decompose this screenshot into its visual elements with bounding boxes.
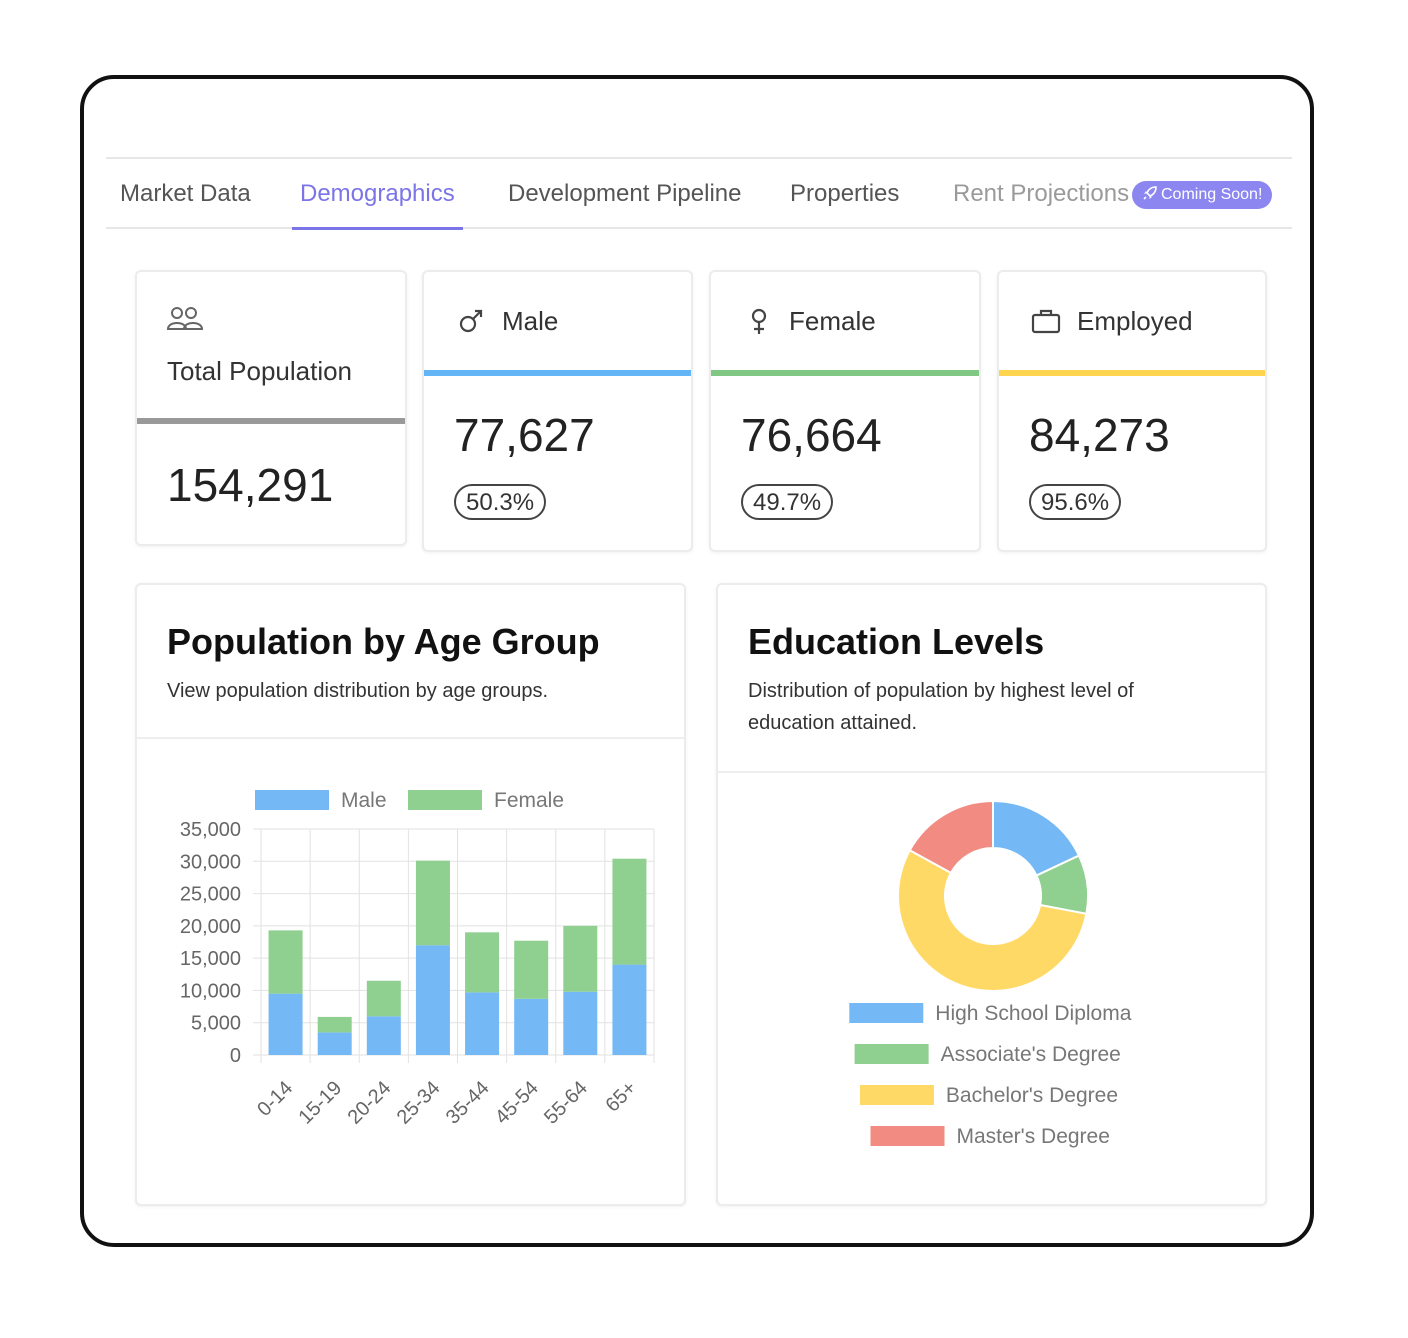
donut-slice-bachelor-s-degree[interactable] xyxy=(897,848,1088,992)
bar-male-65+[interactable] xyxy=(612,964,647,1055)
stat-card-male: Male 77,627 50.3% xyxy=(422,270,693,552)
legend-swatch-male[interactable] xyxy=(255,790,329,810)
legend-label: Bachelor's Degree xyxy=(946,1084,1118,1107)
bar-male-0-14[interactable] xyxy=(268,993,303,1055)
legend-swatch-bachelor-s-degree[interactable] xyxy=(859,1085,934,1105)
briefcase-icon xyxy=(1031,309,1061,334)
rocket-icon xyxy=(1143,186,1157,200)
y-tick-label: 30,000 xyxy=(180,851,241,873)
y-tick-label: 25,000 xyxy=(180,884,241,906)
female-symbol-icon xyxy=(751,308,767,334)
total-population-value: 154,291 xyxy=(167,459,334,511)
x-tick-label: 35-44 xyxy=(442,1077,494,1129)
total-population-label: Total Population xyxy=(167,356,353,386)
bar-female-55-64[interactable] xyxy=(563,925,598,992)
stat-card-female: Female 76,664 49.7% xyxy=(709,270,981,552)
y-tick-label: 20,000 xyxy=(180,916,241,938)
bar-female-20-24[interactable] xyxy=(366,980,401,1017)
tab-rent-projections[interactable]: Rent Projections xyxy=(953,180,1130,207)
age-group-panel: Population by Age Group View population … xyxy=(135,583,686,1206)
bar-male-15-19[interactable] xyxy=(317,1032,352,1055)
education-donut-chart: High School Diploma Associate's Degree Bac… xyxy=(849,799,1132,1148)
education-divider xyxy=(718,771,1265,773)
coming-soon-badge: Coming Soon! xyxy=(1132,181,1273,209)
legend-label: Master's Degree xyxy=(957,1125,1110,1148)
legend-swatch-high-school-diploma[interactable] xyxy=(849,1003,924,1023)
legend-label-male: Male xyxy=(341,789,387,812)
legend-label-female: Female xyxy=(494,789,564,812)
x-tick-label: 65+ xyxy=(601,1077,641,1117)
tab-bar: Market Data Demographics Development Pip… xyxy=(106,157,1292,230)
bar-male-45-54[interactable] xyxy=(514,998,549,1055)
donut-slice-master-s-degree[interactable] xyxy=(908,799,994,875)
bar-female-45-54[interactable] xyxy=(514,940,549,999)
stat-card-employed: Employed 84,273 95.6% xyxy=(997,270,1267,552)
age-group-bar-chart: Male Female 35,000 30,000 25,000 20,000 15,000… xyxy=(180,789,655,1129)
employed-accent-bar xyxy=(999,370,1265,376)
bar-male-20-24[interactable] xyxy=(366,1016,401,1055)
tab-market-data[interactable]: Market Data xyxy=(120,180,251,207)
bar-male-55-64[interactable] xyxy=(563,991,598,1055)
female-accent-bar xyxy=(711,370,979,376)
age-group-divider xyxy=(137,737,684,739)
age-group-title: Population by Age Group xyxy=(167,621,600,662)
tab-demographics[interactable]: Demographics xyxy=(292,159,463,230)
x-tick-label: 20-24 xyxy=(344,1077,396,1129)
male-label: Male xyxy=(502,306,559,336)
x-tick-label: 25-34 xyxy=(393,1077,445,1129)
age-group-subtitle: View population distribution by age grou… xyxy=(167,680,548,702)
total-population-accent-bar xyxy=(137,418,405,424)
bar-male-25-34[interactable] xyxy=(415,945,450,1055)
education-title: Education Levels xyxy=(748,621,1045,662)
tab-development-pipeline[interactable]: Development Pipeline xyxy=(508,180,742,207)
stat-card-total-population: Total Population 154,291 xyxy=(135,270,407,546)
coming-soon-label: Coming Soon! xyxy=(1161,186,1263,203)
employed-value: 84,273 xyxy=(1029,409,1170,461)
male-value: 77,627 xyxy=(454,409,595,461)
x-tick-label: 55-64 xyxy=(540,1077,592,1129)
bar-female-0-14[interactable] xyxy=(268,930,303,994)
female-percent-badge: 49.7% xyxy=(741,484,834,520)
female-value: 76,664 xyxy=(741,409,882,461)
male-percent-badge: 50.3% xyxy=(454,484,547,520)
bar-male-35-44[interactable] xyxy=(465,992,500,1055)
bar-female-35-44[interactable] xyxy=(465,932,500,993)
legend-swatch-female[interactable] xyxy=(408,790,482,810)
legend-swatch-master-s-degree[interactable] xyxy=(870,1126,945,1146)
tab-properties[interactable]: Properties xyxy=(790,180,900,207)
bar-female-65+[interactable] xyxy=(612,858,647,965)
x-tick-label: 45-54 xyxy=(491,1077,543,1129)
legend-label: Associate's Degree xyxy=(941,1043,1121,1066)
bar-female-25-34[interactable] xyxy=(415,860,450,946)
female-label: Female xyxy=(789,306,876,336)
people-icon xyxy=(167,307,203,330)
x-tick-label: 15-19 xyxy=(294,1077,346,1129)
legend-label: High School Diploma xyxy=(935,1002,1131,1025)
employed-percent-badge: 95.6% xyxy=(1029,484,1122,520)
y-tick-label: 15,000 xyxy=(180,948,241,970)
y-tick-label: 10,000 xyxy=(180,980,241,1002)
bar-female-15-19[interactable] xyxy=(317,1016,352,1033)
education-subtitle: Distribution of population by highest le… xyxy=(748,680,1134,734)
y-tick-label: 0 xyxy=(230,1045,241,1067)
x-tick-label: 0-14 xyxy=(253,1077,297,1121)
employed-label: Employed xyxy=(1077,306,1193,336)
y-tick-label: 5,000 xyxy=(191,1013,241,1035)
y-tick-label: 35,000 xyxy=(180,819,241,841)
male-accent-bar xyxy=(424,370,691,376)
legend-swatch-associate-s-degree[interactable] xyxy=(854,1044,929,1064)
male-symbol-icon xyxy=(459,309,483,333)
education-panel: Education Levels Distribution of populat… xyxy=(716,583,1267,1206)
